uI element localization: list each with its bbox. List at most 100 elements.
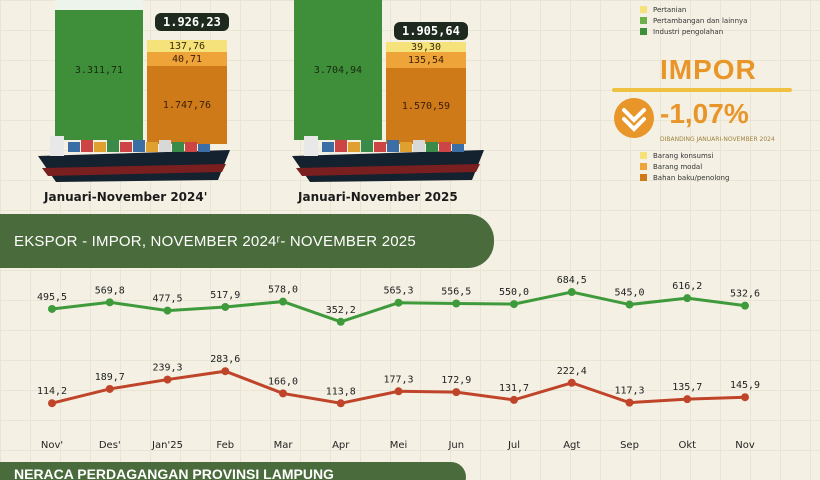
legend-item: Barang konsumsi: [640, 150, 729, 161]
data-point: [105, 384, 114, 393]
data-label: 565,3: [383, 286, 413, 297]
data-point: [279, 389, 287, 398]
data-point: [625, 300, 634, 309]
legend-item: Barang modal: [640, 161, 729, 172]
data-label: 117,3: [614, 386, 644, 397]
x-tick-label: Jun: [447, 440, 464, 451]
cargo-ship-icon: [38, 136, 230, 182]
import-legend: Barang konsumsi Barang modal Bahan baku/…: [640, 150, 729, 183]
data-label: 569,8: [95, 285, 125, 296]
x-tick-label: Feb: [216, 440, 234, 451]
data-label: 532,6: [730, 289, 760, 300]
impor-note: DIBANDING JANUARI-NOVEMBER 2024: [660, 136, 775, 143]
legend-item: Bahan baku/penolong: [640, 172, 729, 183]
data-point: [452, 299, 461, 308]
x-tick-label: Mei: [390, 440, 408, 451]
data-point: [741, 301, 749, 310]
bar-group-2024: 3.311,71 1.926,23 137,76 40,71 1.747,76: [55, 0, 235, 200]
export-import-line-chart: 495,5 569,8 477,5 517,9 578,0 352,2 565,3 556,5…: [37, 275, 760, 451]
data-label: 352,2: [326, 305, 356, 316]
x-tick-label: Sep: [620, 440, 639, 451]
data-label: 222,4: [557, 366, 587, 377]
x-tick-label: Apr: [332, 440, 350, 451]
data-point: [105, 298, 114, 307]
period-label-2025: Januari-November 2025: [298, 190, 458, 204]
bottom-banner: NERACA PERDAGANGAN PROVINSI LAMPUNG: [0, 462, 466, 480]
export-legend: Pertanian Pertambangan dan lainnya Indus…: [640, 4, 747, 37]
data-point: [510, 300, 518, 309]
data-label: 550,0: [499, 287, 529, 298]
cargo-ship-icon: [292, 136, 484, 182]
x-tick-label: Agt: [563, 440, 580, 451]
data-label: 189,7: [95, 372, 125, 383]
export-bar-2024: 3.311,71: [55, 0, 143, 140]
data-label: 131,7: [499, 383, 529, 394]
impor-change: -1,07%: [660, 98, 749, 129]
data-label: 684,5: [557, 275, 587, 286]
data-label: 239,3: [152, 363, 182, 374]
data-point: [683, 395, 692, 404]
data-point: [394, 298, 403, 307]
data-point: [510, 395, 518, 404]
x-tick-label: Nov: [735, 440, 755, 451]
data-label: 495,5: [37, 292, 67, 303]
data-label: 113,8: [326, 386, 356, 397]
data-point: [48, 304, 56, 313]
data-point: [221, 302, 230, 311]
x-tick-label: Mar: [274, 440, 294, 451]
data-label: 166,0: [268, 376, 298, 387]
data-point: [163, 375, 172, 384]
data-label: 177,3: [383, 374, 413, 385]
import-value-capital-2024: 40,71: [171, 53, 203, 65]
data-point: [279, 297, 287, 306]
data-label: 172,9: [441, 375, 471, 386]
legend-item: Industri pengolahan: [640, 26, 747, 37]
data-point: [567, 288, 576, 297]
legend-item: Pertanian: [640, 4, 747, 15]
data-point: [163, 306, 172, 315]
export-bar-top-2024: [55, 0, 143, 10]
bottom-banner-title: NERACA PERDAGANGAN PROVINSI LAMPUNG: [14, 466, 334, 480]
data-point: [625, 398, 634, 407]
x-tick-label: Okt: [678, 440, 696, 451]
data-point: [567, 378, 576, 387]
data-point: [48, 399, 56, 408]
x-tick-label: Jul: [507, 440, 520, 451]
data-label: 517,9: [210, 290, 240, 301]
import-segment-consumer-2025: 39,30: [386, 41, 466, 53]
import-segment-raw-2025: 1.570,59: [386, 68, 466, 144]
impor-title: IMPOR: [660, 54, 757, 85]
import-value-consumer-2025: 39,30: [410, 41, 442, 53]
import-segment-consumer-2024: 137,76: [147, 40, 227, 52]
export-bar-2025: 3.704,94: [294, 0, 382, 140]
import-total-badge-2025: 1.905,64: [394, 22, 468, 40]
import-value-raw-2025: 1.570,59: [401, 100, 451, 112]
legend-item: Pertambangan dan lainnya: [640, 15, 747, 26]
data-point: [683, 294, 692, 303]
data-point: [336, 399, 345, 408]
section-banner-title: EKSPOR - IMPOR, NOVEMBER 2024ʳ- NOVEMBER…: [14, 232, 416, 250]
data-label: 135,7: [672, 382, 702, 393]
export-value-2024: 3.311,71: [74, 64, 124, 76]
data-label: 545,0: [614, 288, 644, 299]
down-arrow-icon: [614, 98, 654, 138]
x-tick-label: Nov': [41, 440, 63, 451]
export-value-2025: 3.704,94: [313, 64, 363, 76]
data-point: [741, 393, 749, 402]
period-label-2024: Januari-November 2024': [44, 190, 208, 204]
bar-group-2025: 3.704,94 1.905,64 39,30 135,54 1.570,59: [294, 0, 474, 200]
data-label: 114,2: [37, 386, 67, 397]
impor-underline: [612, 88, 792, 92]
import-value-consumer-2024: 137,76: [168, 40, 206, 52]
data-point: [336, 317, 345, 326]
x-tick-label: Des': [99, 440, 121, 451]
data-point: [452, 388, 461, 397]
import-value-capital-2025: 135,54: [407, 54, 445, 66]
section-banner: EKSPOR - IMPOR, NOVEMBER 2024ʳ- NOVEMBER…: [0, 214, 494, 268]
data-label: 477,5: [152, 294, 182, 305]
import-segment-capital-2025: 135,54: [386, 52, 466, 68]
x-tick-label: Jan'25: [151, 440, 183, 451]
data-point: [394, 387, 403, 396]
import-total-badge-2024: 1.926,23: [155, 13, 229, 31]
data-label: 283,6: [210, 354, 240, 365]
